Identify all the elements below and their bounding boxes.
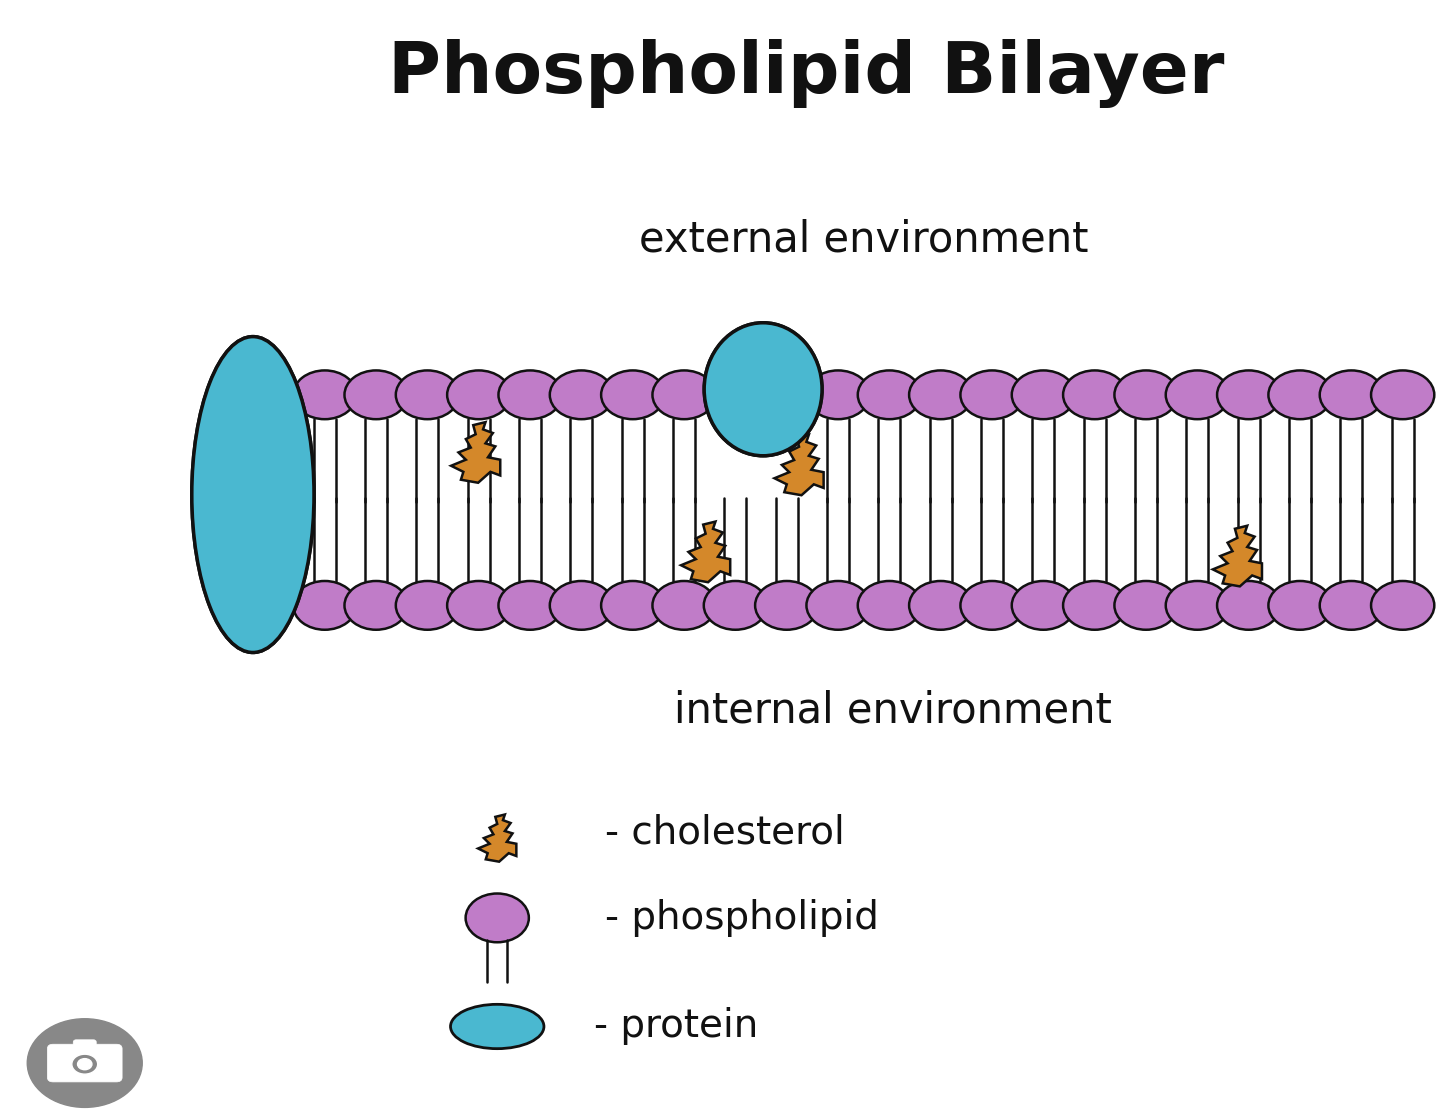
- Circle shape: [396, 581, 459, 630]
- Circle shape: [652, 581, 716, 630]
- Circle shape: [960, 581, 1024, 630]
- Circle shape: [1371, 581, 1434, 630]
- Circle shape: [1115, 370, 1178, 419]
- Text: Phospholipid Bilayer: Phospholipid Bilayer: [387, 39, 1224, 108]
- Circle shape: [1269, 370, 1332, 419]
- Text: external environment: external environment: [639, 219, 1089, 261]
- Polygon shape: [681, 521, 730, 582]
- Circle shape: [344, 581, 408, 630]
- Text: - phospholipid: - phospholipid: [605, 899, 878, 937]
- Circle shape: [294, 370, 356, 419]
- Circle shape: [755, 581, 818, 630]
- Ellipse shape: [704, 323, 822, 456]
- Circle shape: [1063, 581, 1126, 630]
- Circle shape: [858, 370, 922, 419]
- Circle shape: [396, 370, 459, 419]
- Circle shape: [1166, 370, 1228, 419]
- Circle shape: [1012, 370, 1076, 419]
- Text: - cholesterol: - cholesterol: [605, 813, 845, 851]
- Circle shape: [72, 1054, 98, 1074]
- Circle shape: [550, 581, 613, 630]
- Circle shape: [448, 581, 510, 630]
- Ellipse shape: [451, 1004, 544, 1049]
- FancyBboxPatch shape: [48, 1044, 122, 1082]
- Circle shape: [465, 893, 528, 942]
- Circle shape: [858, 581, 922, 630]
- Circle shape: [1371, 370, 1434, 419]
- FancyBboxPatch shape: [73, 1040, 96, 1051]
- Circle shape: [600, 581, 664, 630]
- Circle shape: [652, 370, 716, 419]
- Circle shape: [448, 370, 510, 419]
- Circle shape: [806, 581, 870, 630]
- Circle shape: [704, 581, 768, 630]
- Circle shape: [1269, 581, 1332, 630]
- Circle shape: [960, 370, 1024, 419]
- Circle shape: [600, 370, 664, 419]
- Polygon shape: [478, 814, 517, 862]
- Circle shape: [344, 370, 408, 419]
- Circle shape: [909, 581, 972, 630]
- Circle shape: [1063, 370, 1126, 419]
- Text: internal environment: internal environment: [674, 690, 1112, 732]
- Circle shape: [1319, 581, 1382, 630]
- Circle shape: [27, 1019, 143, 1108]
- Text: - protein: - protein: [593, 1008, 757, 1045]
- Circle shape: [806, 370, 870, 419]
- Circle shape: [498, 581, 562, 630]
- Circle shape: [1217, 581, 1280, 630]
- Circle shape: [1217, 370, 1280, 419]
- Circle shape: [1012, 581, 1076, 630]
- Polygon shape: [1212, 526, 1261, 587]
- Circle shape: [78, 1059, 92, 1070]
- Circle shape: [550, 370, 613, 419]
- Circle shape: [1319, 370, 1382, 419]
- Circle shape: [909, 370, 972, 419]
- Circle shape: [294, 581, 356, 630]
- Ellipse shape: [192, 337, 314, 652]
- Ellipse shape: [704, 323, 822, 456]
- Polygon shape: [451, 422, 500, 483]
- Circle shape: [498, 370, 562, 419]
- Circle shape: [1115, 581, 1178, 630]
- Ellipse shape: [192, 337, 314, 652]
- Polygon shape: [775, 434, 824, 496]
- Circle shape: [1166, 581, 1228, 630]
